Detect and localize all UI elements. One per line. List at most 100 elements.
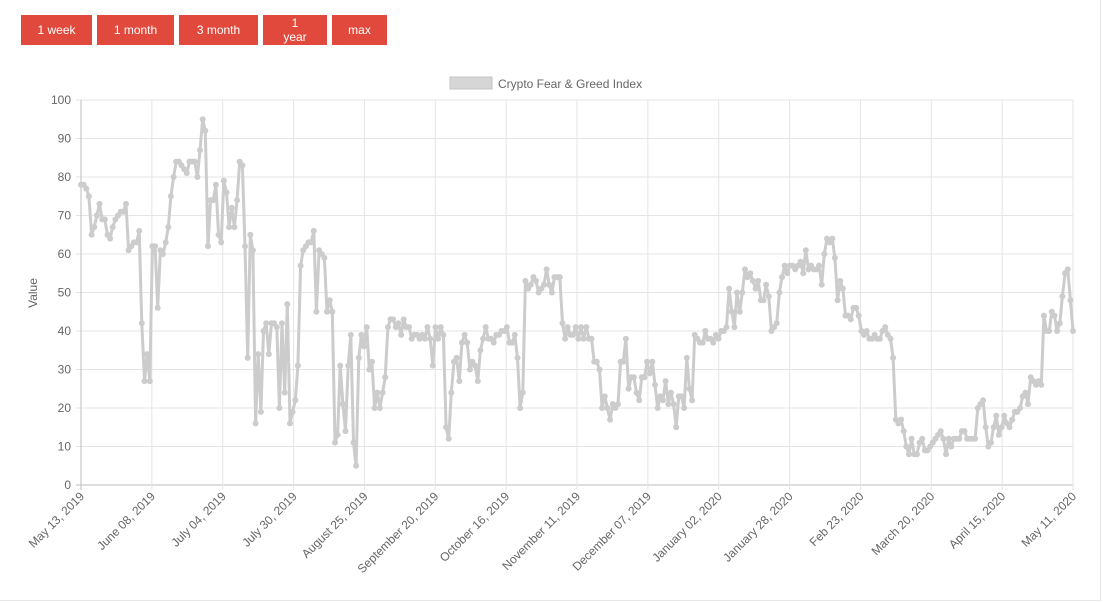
data-point[interactable] [773, 320, 780, 327]
data-point[interactable] [652, 381, 658, 388]
data-point[interactable] [752, 285, 759, 292]
data-point[interactable] [194, 174, 201, 180]
data-point[interactable] [908, 435, 915, 442]
data-point[interactable] [287, 420, 293, 427]
data-point[interactable] [406, 324, 412, 331]
data-point[interactable] [255, 351, 262, 358]
data-point[interactable] [162, 239, 169, 246]
data-point[interactable] [620, 358, 627, 365]
data-point[interactable] [85, 193, 92, 200]
data-point[interactable] [517, 405, 524, 411]
data-point[interactable] [736, 308, 743, 315]
data-point[interactable] [522, 277, 529, 284]
data-point[interactable] [165, 224, 172, 231]
chart-legend[interactable]: Crypto Fear & Greed Index [449, 76, 642, 91]
data-point[interactable] [665, 401, 672, 408]
data-point[interactable] [249, 247, 256, 254]
data-point[interactable] [548, 289, 555, 296]
data-point[interactable] [374, 389, 381, 396]
data-point[interactable] [167, 193, 174, 200]
range-max-button[interactable]: max [332, 15, 387, 45]
data-point[interactable] [802, 247, 809, 254]
data-point[interactable] [88, 231, 95, 238]
data-point[interactable] [472, 362, 479, 369]
data-point[interactable] [559, 320, 566, 327]
data-point[interactable] [91, 224, 98, 231]
data-point[interactable] [564, 324, 571, 331]
data-point[interactable] [456, 378, 463, 385]
data-point[interactable] [443, 424, 450, 431]
data-point[interactable] [556, 274, 563, 281]
data-point[interactable] [350, 439, 357, 446]
data-point[interactable] [260, 328, 267, 334]
data-point[interactable] [837, 277, 844, 284]
data-point[interactable] [371, 405, 378, 411]
data-point[interactable] [242, 243, 248, 250]
data-point[interactable] [324, 308, 330, 315]
data-point[interactable] [681, 405, 688, 411]
data-point[interactable] [654, 405, 661, 411]
data-point[interactable] [120, 208, 127, 215]
data-point[interactable] [633, 389, 640, 396]
data-point[interactable] [347, 331, 354, 338]
data-point[interactable] [527, 281, 534, 288]
data-point[interactable] [797, 258, 804, 265]
data-point[interactable] [1001, 412, 1008, 419]
data-point[interactable] [244, 354, 251, 361]
data-point[interactable] [641, 374, 648, 381]
range-1-week-button[interactable]: 1 week [21, 15, 92, 45]
data-point[interactable] [781, 262, 788, 269]
data-point[interactable] [699, 339, 706, 346]
data-point[interactable] [363, 324, 370, 331]
data-point[interactable] [212, 181, 219, 188]
data-point[interactable] [234, 197, 241, 204]
data-point[interactable] [580, 335, 587, 342]
data-point[interactable] [197, 147, 203, 154]
data-point[interactable] [572, 324, 579, 331]
data-point[interactable] [662, 378, 669, 385]
data-point[interactable] [398, 331, 405, 338]
data-point[interactable] [763, 281, 770, 288]
data-point[interactable] [109, 224, 116, 231]
data-point[interactable] [461, 331, 468, 338]
data-point[interactable] [739, 289, 746, 296]
data-point[interactable] [900, 428, 907, 435]
data-point[interactable] [821, 251, 828, 257]
data-point[interactable] [995, 431, 1002, 438]
data-point[interactable] [1017, 405, 1024, 411]
data-point[interactable] [1054, 328, 1061, 334]
data-point[interactable] [321, 254, 328, 261]
data-point[interactable] [448, 389, 455, 396]
data-point[interactable] [1051, 312, 1058, 319]
data-point[interactable] [133, 239, 140, 246]
data-point[interactable] [353, 462, 360, 469]
data-point[interactable] [292, 397, 299, 404]
data-point[interactable] [607, 416, 614, 423]
data-point[interactable] [294, 362, 301, 369]
data-point[interactable] [458, 339, 465, 346]
data-point[interactable] [136, 227, 143, 234]
data-point[interactable] [281, 389, 288, 396]
data-point[interactable] [474, 378, 481, 385]
data-point[interactable] [882, 324, 889, 331]
data-point[interactable] [329, 308, 336, 315]
data-point[interactable] [593, 358, 600, 365]
data-point[interactable] [1070, 328, 1076, 334]
data-point[interactable] [625, 385, 632, 392]
data-point[interactable] [503, 324, 510, 331]
data-point[interactable] [421, 335, 428, 342]
data-point[interactable] [1056, 320, 1063, 327]
data-point[interactable] [429, 362, 436, 369]
data-point[interactable] [141, 378, 148, 385]
data-point[interactable] [575, 335, 582, 342]
data-point[interactable] [903, 443, 910, 450]
data-point[interactable] [747, 270, 754, 277]
data-point[interactable] [437, 324, 444, 331]
data-point[interactable] [490, 339, 497, 346]
data-point[interactable] [279, 320, 285, 327]
data-point[interactable] [297, 262, 304, 269]
data-point[interactable] [257, 408, 264, 415]
data-point[interactable] [265, 351, 272, 358]
data-point[interactable] [683, 354, 690, 361]
range-3-month-button[interactable]: 3 month [179, 15, 258, 45]
